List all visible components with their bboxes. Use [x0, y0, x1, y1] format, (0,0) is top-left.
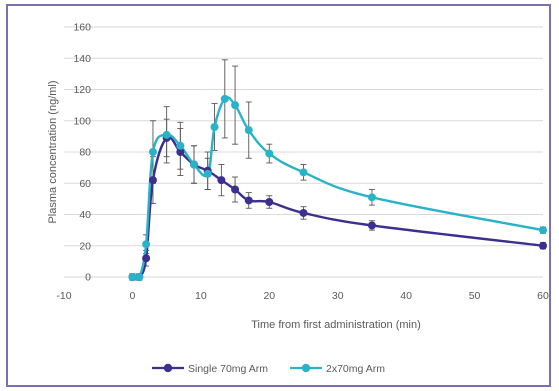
data-point: [128, 273, 137, 281]
data-point: [217, 176, 226, 185]
y-tick-label: 80: [79, 147, 91, 159]
y-axis-title: Plasma concentration (ng/ml): [47, 80, 59, 223]
chart-frame: [6, 4, 551, 387]
data-point: [244, 126, 253, 135]
data-point: [231, 101, 240, 110]
x-tick-label: 20: [263, 290, 275, 302]
data-point: [148, 176, 157, 185]
data-point: [299, 208, 308, 217]
data-point: [148, 148, 157, 156]
series-lines: [131, 96, 544, 281]
data-point: [142, 254, 151, 263]
x-tick-label: 40: [400, 290, 412, 302]
data-point: [367, 221, 376, 230]
data-point: [190, 160, 199, 169]
y-tick-label: 120: [73, 84, 91, 96]
x-tick-labels: -10 0 10 20 30 40 50 60: [56, 290, 549, 302]
data-point: [265, 198, 274, 206]
data-point: [539, 226, 547, 235]
x-tick-label: -10: [56, 290, 71, 302]
error-bars: [129, 59, 546, 281]
data-points: [128, 94, 547, 281]
y-tick-label: 0: [85, 272, 91, 284]
legend-label-double: 2x70mg Arm: [326, 363, 385, 375]
grid-lines: [64, 26, 543, 278]
data-point: [142, 240, 151, 249]
data-point: [367, 193, 376, 202]
series-line-1: [131, 96, 544, 281]
y-tick-label: 100: [73, 115, 91, 127]
x-tick-label: 60: [537, 290, 549, 302]
data-point: [539, 241, 547, 250]
y-tick-labels: 0 20 40 60 80 100 120 140 160: [73, 22, 91, 284]
y-tick-label: 20: [79, 240, 91, 252]
data-point: [231, 185, 240, 194]
legend-item-double: 2x70mg Arm: [290, 363, 385, 375]
x-axis-title: Time from first administration (min): [251, 319, 421, 331]
data-point: [265, 149, 274, 158]
legend: Single 70mg Arm 2x70mg Arm: [152, 363, 385, 375]
data-point: [220, 94, 229, 103]
x-tick-label: 0: [130, 290, 136, 302]
y-tick-label: 140: [73, 53, 91, 65]
legend-item-single: Single 70mg Arm: [152, 363, 268, 375]
data-point: [135, 273, 144, 281]
y-tick-label: 60: [79, 178, 91, 190]
data-point: [176, 141, 185, 150]
x-tick-label: 50: [469, 290, 481, 302]
data-point: [244, 196, 253, 205]
data-point: [203, 169, 212, 178]
x-tick-label: 10: [195, 290, 207, 302]
legend-label-single: Single 70mg Arm: [188, 363, 268, 375]
y-tick-label: 160: [73, 22, 91, 34]
data-point: [162, 130, 171, 139]
y-tick-label: 40: [79, 209, 91, 221]
data-point: [210, 123, 219, 131]
data-point: [299, 168, 308, 177]
data-point: [176, 148, 185, 156]
x-tick-label: 30: [332, 290, 344, 302]
